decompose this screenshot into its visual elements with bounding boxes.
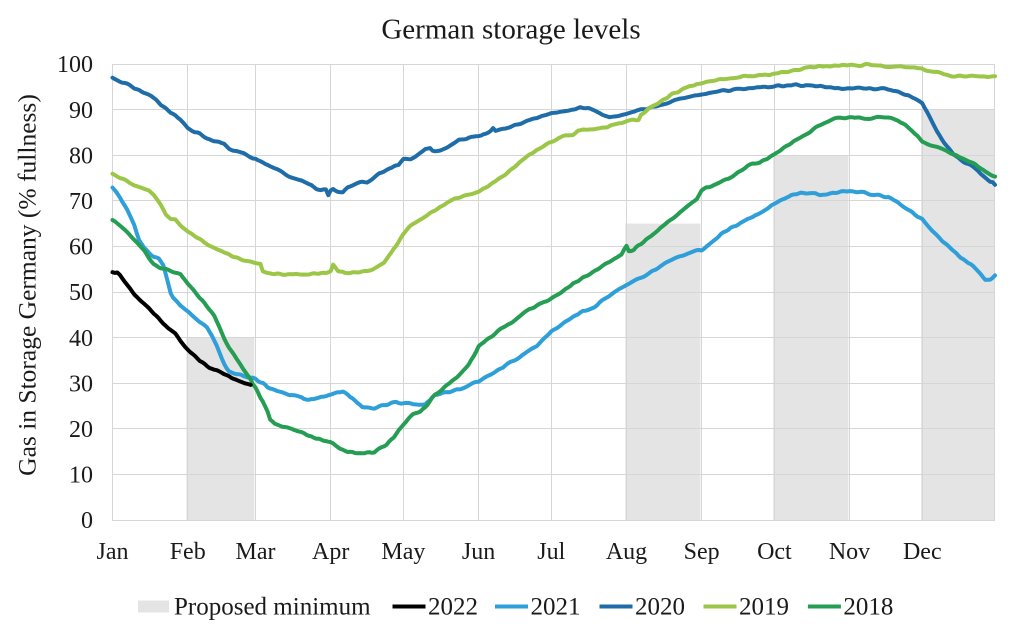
svg-text:2021: 2021 <box>531 594 581 621</box>
svg-text:Oct: Oct <box>757 539 792 565</box>
svg-text:Aug: Aug <box>606 539 647 565</box>
svg-text:10: 10 <box>69 463 93 489</box>
svg-text:May: May <box>381 539 425 565</box>
svg-text:40: 40 <box>69 326 93 352</box>
svg-text:Feb: Feb <box>170 539 206 565</box>
svg-text:Apr: Apr <box>312 539 349 565</box>
svg-text:2019: 2019 <box>739 594 789 621</box>
svg-text:Proposed minimum: Proposed minimum <box>174 594 371 621</box>
svg-text:German storage levels: German storage levels <box>381 14 640 46</box>
svg-text:20: 20 <box>69 417 93 443</box>
svg-text:90: 90 <box>69 98 93 124</box>
svg-text:70: 70 <box>69 189 93 215</box>
svg-text:Mar: Mar <box>236 539 276 565</box>
svg-text:30: 30 <box>69 371 93 397</box>
svg-text:2022: 2022 <box>428 594 478 621</box>
svg-text:Gas in Storage Germany (% full: Gas in Storage Germany (% fullness) <box>13 94 42 476</box>
svg-text:Jul: Jul <box>537 539 565 565</box>
svg-text:2020: 2020 <box>635 594 685 621</box>
svg-text:Sep: Sep <box>684 539 720 565</box>
svg-text:Dec: Dec <box>903 539 942 565</box>
svg-text:60: 60 <box>69 235 93 261</box>
svg-text:Jun: Jun <box>462 539 495 565</box>
svg-text:2018: 2018 <box>843 594 893 621</box>
svg-text:Nov: Nov <box>829 539 870 565</box>
svg-text:0: 0 <box>81 508 93 534</box>
svg-text:50: 50 <box>69 280 93 306</box>
svg-text:100: 100 <box>57 52 93 78</box>
svg-text:Jan: Jan <box>97 539 129 565</box>
svg-text:80: 80 <box>69 143 93 169</box>
